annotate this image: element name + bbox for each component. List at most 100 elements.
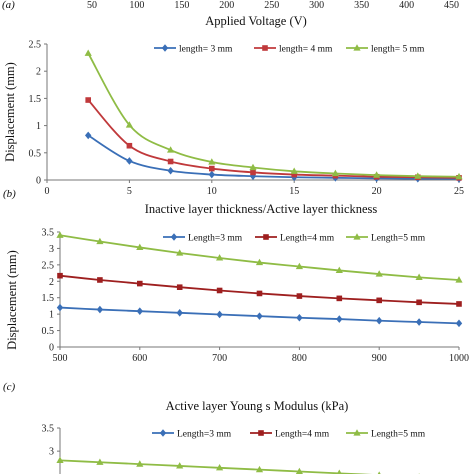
chart-d-series <box>56 456 420 474</box>
chart-b-data-point <box>167 166 174 175</box>
chart-b-data-point <box>167 158 174 165</box>
chart-c-data-point <box>456 301 462 307</box>
top-axis-tick-label: 200 <box>219 0 234 11</box>
chart-c-data-point <box>56 231 64 238</box>
chart-d-data-point <box>255 465 264 473</box>
chart-b-legend-marker <box>262 45 268 51</box>
chart-c-data-point <box>376 297 382 304</box>
chart-b-data-point <box>291 171 297 178</box>
chart-c-data-point <box>415 273 423 280</box>
chart-c-data-point <box>96 305 104 314</box>
chart-b-data-point <box>126 142 133 149</box>
top-axis-tick-label: 400 <box>399 0 414 11</box>
chart-c-y-tick-label: 1.5 <box>42 293 55 304</box>
chart-b-legend-label: length= 3 mm <box>179 45 233 55</box>
chart-c-data-point <box>256 312 263 320</box>
chart-c-data-point <box>57 272 63 279</box>
chart-c-data-point <box>97 277 103 283</box>
chart-c-x-tick-label: 900 <box>372 353 387 364</box>
chart-d-data-point <box>176 462 184 469</box>
chart-c-xlabel: Active layer Young s Modulus (kPa) <box>166 399 349 413</box>
chart-b-data-point <box>167 146 175 153</box>
chart-c-data-point <box>335 266 343 274</box>
chart-c-data-point <box>336 295 343 302</box>
chart-b-data-point <box>208 158 216 165</box>
top-axis: (a) 50 100 150 200 250 300 350 400 450 Applied V… <box>2 0 459 28</box>
top-axis-tick-label: 150 <box>174 0 189 11</box>
chart-c-data-point <box>415 318 423 326</box>
chart-d-data-point <box>216 464 224 471</box>
chart-b-y-tick-label: 1 <box>36 121 41 132</box>
chart-b-legend-marker <box>161 44 169 52</box>
chart-d-legend: Length=3 mm Length=4 mm Length=5 mm <box>152 429 426 440</box>
chart-b-x-tick-label: 10 <box>207 186 217 197</box>
chart-b-data-point <box>85 97 91 103</box>
chart-b-data-point <box>331 169 339 177</box>
top-axis-xlabel: Applied Voltage (V) <box>205 14 307 28</box>
chart-c-data-point <box>216 287 223 294</box>
panel-label-b: (b) <box>3 188 16 200</box>
chart-d-data-point <box>56 456 64 463</box>
chart-c-data-point <box>376 316 383 325</box>
chart-c-data-point <box>216 254 224 261</box>
chart-c-series-line <box>59 274 460 305</box>
chart-b-data-point <box>373 171 381 178</box>
top-axis-ticks: 50 100 150 200 250 300 350 400 450 <box>87 0 459 11</box>
chart-b-data-point <box>208 170 215 179</box>
chart-d-data-point <box>136 460 144 467</box>
chart-b-y-tick-label: 1.5 <box>29 94 42 105</box>
chart-d-y-tick-label: 3.5 <box>42 424 55 435</box>
chart-c-y-tick-label: 3.5 <box>42 228 55 239</box>
chart-c-legend-label: Length=5 mm <box>371 234 426 244</box>
chart-c-x-tick-label: 700 <box>212 353 227 364</box>
chart-b-data-point <box>85 131 92 140</box>
top-axis-tick-label: 350 <box>354 0 369 11</box>
chart-b: (b) Displacement (mm) Inactive layer thi… <box>3 40 464 217</box>
top-axis-tick-label: 300 <box>309 0 324 11</box>
chart-b-series-line <box>87 99 460 179</box>
chart-b-x-tick-label: 0 <box>45 186 50 197</box>
chart-b-xlabel: Inactive layer thickness/Active layer th… <box>145 202 378 216</box>
chart-c-data-point <box>256 290 263 297</box>
chart-c-data-point <box>137 280 143 287</box>
chart-c-ylabel: Displacement (mm) <box>5 250 19 350</box>
chart-c-legend-label: Length=4 mm <box>280 234 335 244</box>
chart-c-y-tick-label: 2 <box>49 277 54 288</box>
chart-b-axes: 0 0.5 1 1.5 2 2.5 0 5 10 15 20 25 <box>29 40 465 198</box>
chart-c-series <box>56 231 463 328</box>
chart-b-y-tick-label: 0 <box>36 176 41 187</box>
chart-d-legend-label: Length=3 mm <box>177 430 232 440</box>
top-axis-tick-label: 450 <box>444 0 459 11</box>
chart-c-data-point <box>295 262 303 270</box>
chart-c-y-tick-label: 3 <box>49 244 54 255</box>
chart-b-legend-label: length= 4 mm <box>279 45 333 55</box>
chart-b-data-point <box>125 121 133 128</box>
chart-b-legend-marker <box>353 44 361 51</box>
chart-d-legend-marker <box>159 429 167 437</box>
chart-d-legend-label: Length=5 mm <box>371 430 426 440</box>
chart-c-legend-marker <box>263 234 269 240</box>
chart-c-data-point <box>96 237 104 245</box>
chart-b-data-point <box>249 163 257 171</box>
top-axis-tick-label: 250 <box>264 0 279 11</box>
chart-c-y-tick-label: 0 <box>49 343 54 354</box>
chart-b-y-tick-label: 0.5 <box>29 148 42 159</box>
chart-b-x-tick-label: 15 <box>289 186 299 197</box>
chart-d-data-point <box>96 458 104 465</box>
chart-b-legend: length= 3 mm length= 4 mm length= 5 mm <box>154 44 425 55</box>
chart-b-data-point <box>126 157 133 165</box>
chart-c-data-point <box>176 249 184 256</box>
chart-c-data-point <box>216 310 223 319</box>
panel-label-c: (c) <box>3 381 16 393</box>
chart-d-axes: 33.5 <box>42 424 61 474</box>
chart-c-legend-marker <box>170 233 178 241</box>
chart-b-data-point <box>455 172 463 180</box>
chart-d-data-point <box>336 469 342 474</box>
chart-c: (c) Displacement (mm) Active layer Young… <box>3 228 469 414</box>
chart-b-data-point <box>290 167 298 174</box>
chart-c-y-tick-label: 0.5 <box>42 326 55 337</box>
chart-c-y-tick-label: 1 <box>49 310 54 321</box>
chart-b-x-tick-label: 20 <box>372 186 382 197</box>
chart-d-y-tick-label: 3 <box>49 447 54 458</box>
